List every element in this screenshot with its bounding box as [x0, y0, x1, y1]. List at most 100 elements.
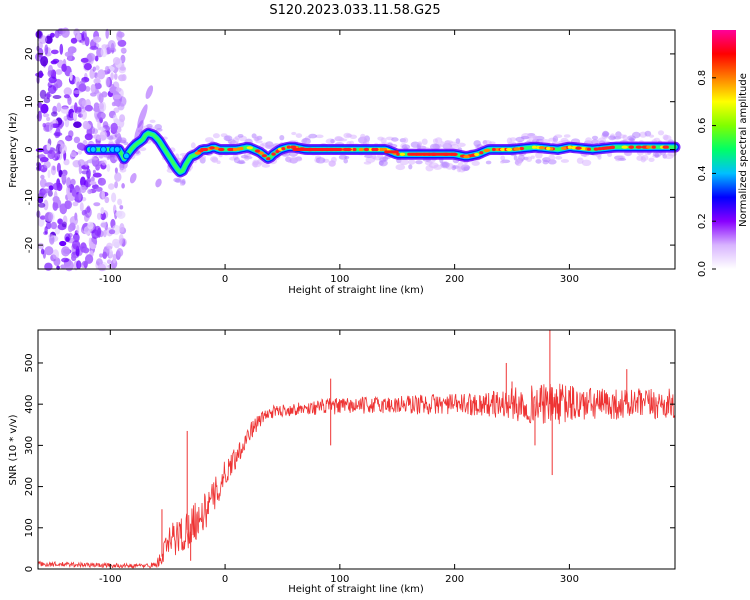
noise-blob — [112, 253, 117, 264]
noise-blob — [76, 260, 82, 270]
noise-blob — [48, 76, 57, 84]
noise-blob — [73, 111, 77, 120]
noise-blob — [73, 136, 81, 144]
noise-blob — [114, 129, 118, 138]
noise-blob — [44, 262, 53, 271]
noise-blob — [70, 178, 76, 186]
noise-blob — [47, 149, 56, 160]
ridge-halo-blob — [154, 124, 162, 130]
ridge-halo-blob — [513, 155, 518, 161]
noise-blob — [42, 123, 46, 128]
noise-blob — [81, 109, 87, 120]
noise-blob — [85, 254, 94, 264]
ridge-halo-blob — [212, 133, 220, 139]
noise-blob — [116, 30, 123, 42]
noise-blob — [113, 107, 120, 113]
noise-blob — [66, 177, 72, 189]
snr-y-tick-label: 300 — [24, 436, 35, 455]
ridge-hot-spot — [286, 145, 291, 149]
ridge-halo-blob — [279, 135, 285, 141]
noise-blob — [60, 264, 66, 269]
spectrogram-y-ticks: -20 -10 0 10 20 — [24, 48, 675, 253]
noise-blob — [44, 211, 54, 222]
noise-blob — [66, 185, 70, 197]
noise-blob — [94, 82, 102, 90]
noise-blob — [43, 161, 51, 169]
noise-blob — [79, 202, 84, 212]
noise-blob — [112, 57, 121, 65]
ridge-halo-blob — [119, 167, 127, 173]
ridge-halo-blob — [473, 140, 482, 147]
ridge-halo-blob — [331, 156, 337, 163]
noise-blob — [53, 132, 63, 137]
ridge-halo-blob — [444, 140, 451, 148]
snr-y-tick-label: 200 — [24, 477, 35, 496]
noise-blob — [86, 53, 96, 62]
noise-blob — [98, 102, 105, 110]
noise-blob — [118, 234, 124, 245]
ridge-halo-blob — [542, 159, 549, 165]
noise-blob — [87, 189, 93, 195]
noise-blob — [39, 178, 47, 188]
snr-x-tick-label: 100 — [330, 574, 349, 585]
noise-blob — [61, 173, 67, 181]
noise-blob — [97, 263, 106, 272]
ridge-halo-blob — [253, 135, 260, 142]
noise-blob — [76, 33, 82, 41]
ridge-halo-blob — [149, 119, 156, 124]
ridge-halo-blob — [627, 135, 636, 141]
ridge-halo-blob — [560, 159, 570, 163]
noise-blob — [79, 184, 87, 194]
ridge-halo-blob — [530, 155, 535, 159]
snr-line — [37, 383, 676, 570]
burst-feature — [134, 120, 144, 141]
ridge-hot-spot — [474, 152, 480, 157]
ridge-halo-blob — [500, 160, 505, 164]
ridge-halo-blob — [654, 152, 660, 158]
noise-blob — [52, 182, 61, 191]
snr-y-ticks: 0 100 200 300 400 500 — [24, 353, 675, 572]
noise-blob — [35, 30, 42, 39]
noise-blob — [93, 106, 100, 112]
spectrogram-y-label: Frequency (Hz) — [8, 112, 19, 188]
ridge-hot-spot — [463, 155, 470, 159]
colorbar-tick-label: 0.8 — [697, 70, 708, 86]
noise-blob — [57, 218, 63, 225]
noise-blob — [84, 104, 93, 112]
noise-blob — [66, 112, 75, 121]
ridge-halo-blob — [97, 134, 107, 142]
noise-blob — [52, 196, 60, 203]
noise-blob — [39, 189, 48, 199]
ridge-halo-blob — [657, 130, 665, 136]
ridge-halo-blob — [349, 134, 357, 139]
ridge-hot-spot — [396, 152, 400, 156]
spectrogram-y-tick-label: 20 — [24, 48, 35, 61]
noise-blob — [99, 253, 103, 258]
noise-blob — [97, 69, 106, 80]
snr-y-tick-label: 500 — [24, 353, 35, 372]
ridge-hot-spot — [379, 147, 384, 152]
noise-blob — [61, 257, 70, 263]
noise-blob — [108, 229, 116, 235]
noise-blob — [96, 212, 102, 220]
ridge-halo-blob — [146, 123, 153, 128]
noise-blob — [42, 113, 50, 118]
noise-blob — [115, 210, 123, 218]
snr-x-tick-label: 300 — [560, 574, 579, 585]
colorbar-tick-label: 0.2 — [697, 213, 708, 229]
noise-blob — [105, 76, 110, 88]
noise-blob — [100, 207, 105, 215]
noise-blob — [119, 205, 124, 210]
ridge-halo-blob — [290, 156, 298, 164]
snr-series — [37, 330, 676, 570]
noise-blob — [54, 152, 61, 160]
ridge-halo-blob — [456, 142, 466, 147]
ridge-halo-blob — [585, 137, 593, 144]
spectrogram-x-tick-label: 200 — [445, 274, 464, 285]
burst-feature — [137, 104, 148, 128]
noise-blob — [118, 74, 126, 82]
noise-blob — [97, 111, 106, 120]
ridge-hot-spot — [532, 145, 537, 149]
noise-blob — [80, 57, 89, 63]
